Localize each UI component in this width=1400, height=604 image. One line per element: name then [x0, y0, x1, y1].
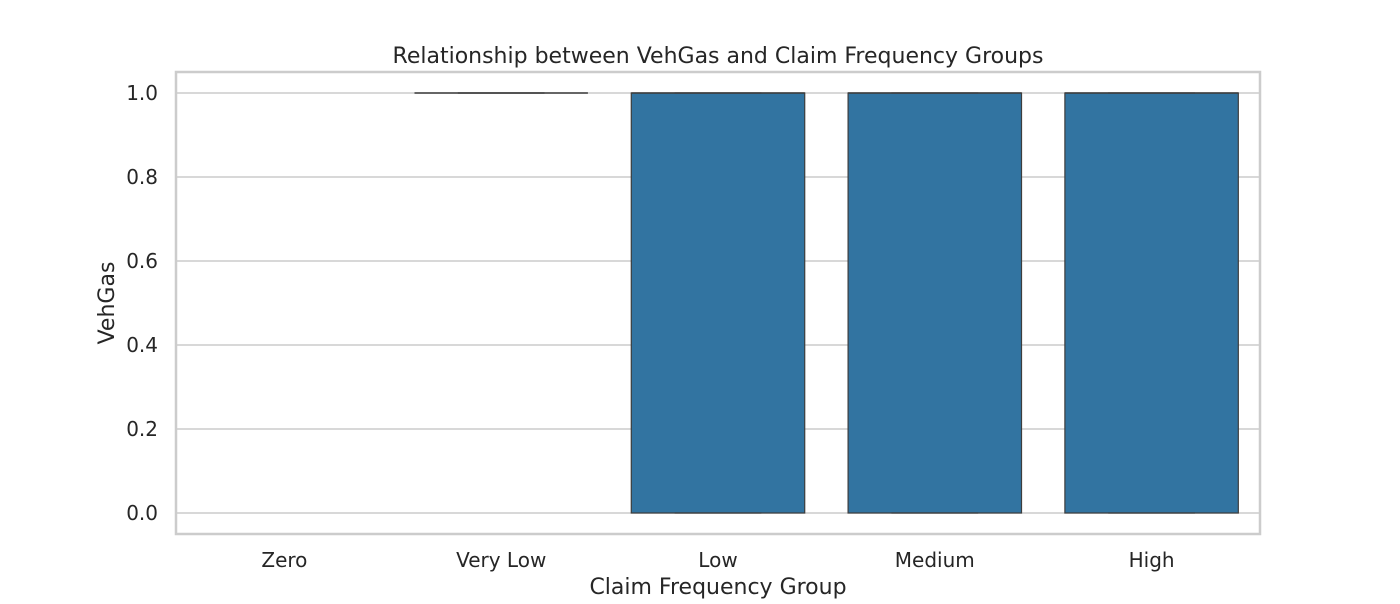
- y-tick-label: 0.8: [126, 165, 158, 189]
- x-tick-labels: Zero Very Low Low Medium High: [261, 548, 1174, 572]
- y-tick-label: 0.4: [126, 333, 158, 357]
- box-iqr: [847, 92, 1023, 514]
- boxes: [414, 92, 1239, 514]
- x-tick-label: Very Low: [456, 548, 546, 572]
- chart-title: Relationship between VehGas and Claim Fr…: [393, 44, 1044, 69]
- y-tick-label: 1.0: [126, 81, 158, 105]
- y-tick-labels: 0.0 0.2 0.4 0.6 0.8 1.0: [126, 81, 158, 525]
- x-tick-label: High: [1129, 548, 1175, 572]
- x-tick-label: Medium: [895, 548, 975, 572]
- y-axis-label: VehGas: [95, 262, 120, 345]
- y-tick-label: 0.2: [126, 417, 158, 441]
- x-tick-label: Low: [698, 548, 737, 572]
- plot-frame: [174, 70, 1262, 536]
- x-axis-label: Claim Frequency Group: [589, 575, 846, 600]
- x-tick-label: Zero: [261, 548, 307, 572]
- box-iqr: [1064, 92, 1239, 514]
- y-tick-label: 0.0: [126, 501, 158, 525]
- box-iqr: [630, 92, 806, 514]
- y-tick-label: 0.6: [126, 249, 158, 273]
